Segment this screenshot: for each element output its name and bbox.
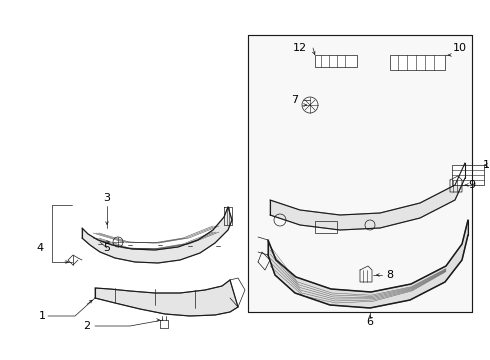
Text: 6: 6 (367, 317, 373, 327)
Text: 7: 7 (292, 95, 298, 105)
Text: 9: 9 (468, 180, 476, 190)
Polygon shape (82, 207, 232, 263)
Text: 3: 3 (103, 193, 111, 203)
Polygon shape (248, 35, 472, 312)
Text: 8: 8 (387, 270, 393, 280)
FancyBboxPatch shape (390, 55, 445, 70)
FancyBboxPatch shape (315, 55, 357, 67)
Text: 11: 11 (483, 160, 490, 170)
Text: 2: 2 (83, 321, 91, 331)
Text: 1: 1 (39, 311, 46, 321)
Text: 12: 12 (293, 43, 307, 53)
FancyBboxPatch shape (452, 165, 484, 185)
Text: 10: 10 (453, 43, 467, 53)
Polygon shape (268, 220, 468, 308)
Text: 5: 5 (103, 243, 111, 253)
Polygon shape (95, 280, 238, 316)
Text: 4: 4 (36, 243, 44, 253)
Polygon shape (270, 163, 465, 230)
